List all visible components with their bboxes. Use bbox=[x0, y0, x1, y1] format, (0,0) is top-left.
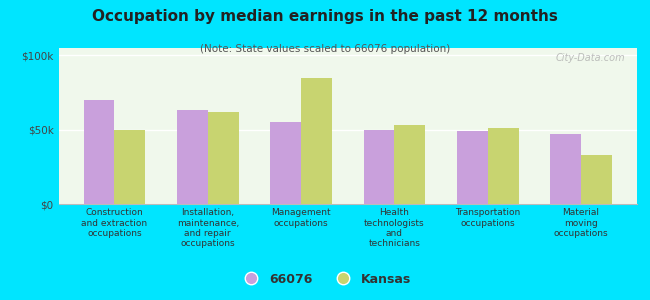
Bar bbox=[488, 128, 519, 204]
Bar bbox=[270, 122, 301, 204]
Bar bbox=[581, 155, 612, 204]
Bar bbox=[208, 112, 239, 204]
Text: City-Data.com: City-Data.com bbox=[556, 53, 625, 63]
Bar bbox=[114, 130, 146, 204]
Text: Occupation by median earnings in the past 12 months: Occupation by median earnings in the pas… bbox=[92, 9, 558, 24]
Bar bbox=[177, 110, 208, 204]
Text: (Note: State values scaled to 66076 population): (Note: State values scaled to 66076 popu… bbox=[200, 44, 450, 53]
Bar bbox=[457, 131, 488, 204]
Bar bbox=[363, 130, 395, 204]
Bar bbox=[395, 125, 425, 204]
Bar bbox=[551, 134, 581, 204]
Legend: 66076, Kansas: 66076, Kansas bbox=[234, 268, 416, 291]
Bar bbox=[84, 100, 114, 204]
Bar bbox=[301, 78, 332, 204]
